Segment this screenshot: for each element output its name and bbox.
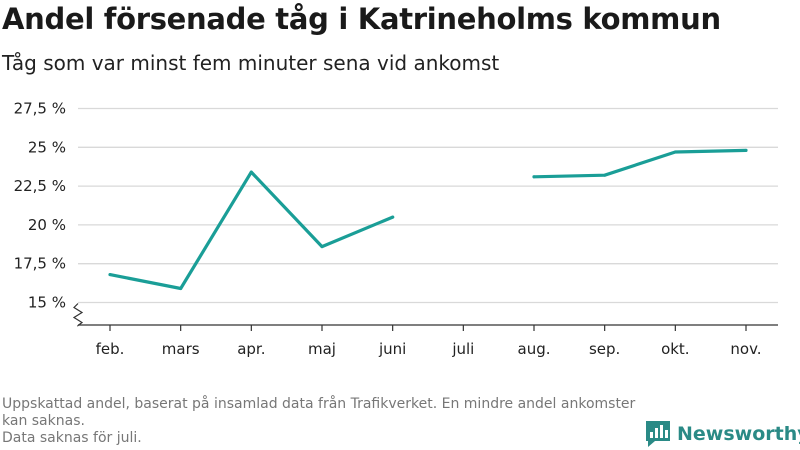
- x-tick-label: aug.: [518, 340, 551, 358]
- data-point: [603, 173, 607, 177]
- caption-missing-data: Data saknas för juli.: [2, 430, 142, 446]
- data-point: [108, 273, 112, 277]
- data-point: [744, 148, 748, 152]
- x-tick-label: juli: [451, 340, 474, 358]
- data-point: [673, 150, 677, 154]
- x-tick-label: okt.: [661, 340, 690, 358]
- data-point: [391, 215, 395, 219]
- chart-subtitle: Tåg som var minst fem minuter sena vid a…: [2, 51, 500, 75]
- data-point: [320, 245, 324, 249]
- y-tick-label: 22,5 %: [14, 177, 66, 195]
- line-chart: 15 % 17,5 % 20 % 22,5 % 25 % 27,5 % feb. mars ap…: [14, 100, 778, 358]
- chart-title: Andel försenade tåg i Katrineholms kommu…: [2, 2, 721, 36]
- y-tick-label: 17,5 %: [14, 255, 66, 273]
- data-point: [249, 170, 253, 174]
- x-tick-label: feb.: [96, 340, 125, 358]
- x-tick-label: nov.: [730, 340, 761, 358]
- caption-note: Uppskattad andel, baserat på insamlad da…: [2, 396, 636, 429]
- logo-text: Newsworthy: [677, 423, 800, 445]
- y-tick-label: 15 %: [28, 294, 66, 312]
- y-tick-label: 20 %: [28, 216, 66, 234]
- x-tick-label: apr.: [237, 340, 265, 358]
- newsworthy-logo: Newsworthy: [645, 419, 800, 449]
- chart-caption: Uppskattad andel, baserat på insamlad da…: [2, 396, 642, 447]
- x-tick-label: sep.: [589, 340, 620, 358]
- y-tick-label: 27,5 %: [14, 100, 66, 118]
- y-tick-label: 25 %: [28, 138, 66, 156]
- data-point: [179, 287, 183, 291]
- axis-break-icon: [72, 303, 84, 327]
- x-tick-label: juni: [378, 340, 406, 358]
- x-tick-label: mars: [162, 340, 200, 358]
- data-point: [532, 175, 536, 179]
- series-line-segment: [108, 170, 395, 291]
- series-line-segment: [532, 148, 748, 179]
- x-tick-label: maj: [308, 340, 336, 358]
- bar-chart-badge-icon: [646, 421, 670, 447]
